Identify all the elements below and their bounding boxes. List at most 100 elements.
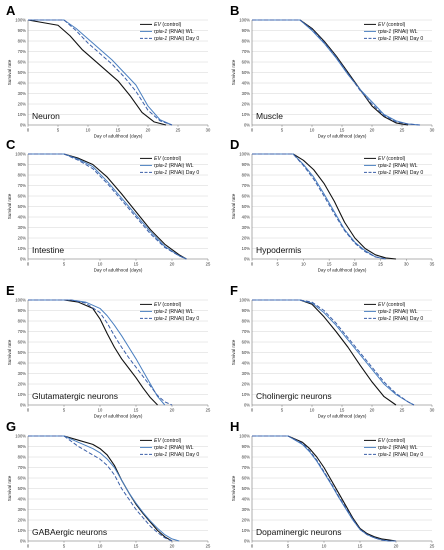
y-tick-label: 30% bbox=[18, 507, 27, 512]
y-tick-label: 30% bbox=[242, 371, 251, 376]
legend-entry-italic: rpia-1 bbox=[378, 36, 391, 42]
legend-entry-italic: rpia-1 bbox=[378, 452, 391, 458]
panel-letter: G bbox=[6, 419, 16, 434]
y-axis-title: Survival rate bbox=[7, 193, 12, 219]
series-line-day0 bbox=[28, 19, 173, 126]
y-axis-title: Survival rate bbox=[231, 475, 236, 501]
panel-f: F 0% 10% 20% 30% 40% 50% 60% 70% 80% 90% 100% 0 5 10 15… bbox=[230, 283, 435, 419]
legend-entry-rest: (RNAi) Day 0 bbox=[391, 452, 423, 458]
x-tick-label: 5 bbox=[63, 544, 66, 549]
y-tick-label: 80% bbox=[18, 172, 27, 177]
legend-entry-italic: rpia-1 bbox=[378, 316, 391, 322]
y-tick-label: 50% bbox=[18, 350, 27, 355]
panel-letter: B bbox=[230, 3, 239, 18]
y-tick-label: 90% bbox=[242, 308, 251, 313]
legend-entry-rest: (control) bbox=[385, 22, 406, 28]
y-tick-label: 80% bbox=[18, 38, 27, 43]
y-tick-label: 0% bbox=[244, 256, 250, 261]
y-tick-label: 0% bbox=[244, 402, 250, 407]
x-tick-label: 20 bbox=[370, 408, 375, 413]
x-tick-label: 25 bbox=[206, 408, 211, 413]
series-line-ev bbox=[252, 435, 397, 542]
legend-entry: rpia-1 (RNAi) WL bbox=[154, 445, 194, 451]
y-tick-label: 100% bbox=[239, 297, 250, 302]
legend-entry-rest: (control) bbox=[161, 22, 182, 28]
y-tick-label: 70% bbox=[18, 183, 27, 188]
legend-entry-italic: rpia-1 bbox=[378, 445, 391, 451]
y-tick-label: 40% bbox=[242, 496, 251, 501]
x-tick-label: 15 bbox=[116, 128, 121, 133]
y-tick-label: 50% bbox=[242, 486, 251, 491]
legend-entry: rpia-1 (RNAi) Day 0 bbox=[154, 170, 199, 176]
y-tick-label: 60% bbox=[242, 475, 251, 480]
y-tick-label: 0% bbox=[20, 256, 26, 261]
series-line-ev bbox=[252, 19, 409, 126]
y-tick-label: 10% bbox=[18, 528, 27, 533]
x-tick-label: 10 bbox=[86, 128, 91, 133]
y-tick-label: 90% bbox=[18, 444, 27, 449]
legend-entry-italic: EV bbox=[154, 302, 161, 308]
legend-entry-italic: rpia-1 bbox=[378, 309, 391, 315]
legend-entry: rpia-1 (RNAi) WL bbox=[154, 29, 194, 35]
legend-entry-italic: rpia-1 bbox=[378, 163, 391, 169]
legend-entry-italic: rpia-1 bbox=[154, 170, 167, 176]
x-tick-label: 20 bbox=[170, 408, 175, 413]
y-tick-label: 0% bbox=[20, 538, 26, 543]
legend-entry-rest: (RNAi) Day 0 bbox=[391, 170, 423, 176]
y-tick-label: 100% bbox=[15, 433, 26, 438]
y-tick-label: 40% bbox=[242, 80, 251, 85]
legend-entry-italic: EV bbox=[378, 302, 385, 308]
panel-g: G 0% 10% 20% 30% 40% 50% 60% 70% 80% 90% 100% 0 5 10 15… bbox=[6, 419, 211, 550]
legend-entry-italic: rpia-1 bbox=[154, 445, 167, 451]
y-tick-label: 10% bbox=[242, 528, 251, 533]
y-tick-label: 10% bbox=[18, 246, 27, 251]
y-tick-label: 30% bbox=[18, 91, 27, 96]
series-line-ev bbox=[252, 299, 397, 406]
legend-entry-rest: (RNAi) WL bbox=[167, 29, 193, 35]
x-tick-label: 20 bbox=[170, 544, 175, 549]
x-tick-label: 35 bbox=[430, 262, 435, 267]
legend-entry-italic: rpia-1 bbox=[154, 163, 167, 169]
legend-entry-italic: EV bbox=[378, 156, 385, 162]
legend-entry-italic: rpia-1 bbox=[378, 29, 391, 35]
series-line-day0 bbox=[28, 153, 187, 260]
series-line-wl bbox=[252, 19, 421, 126]
y-tick-label: 0% bbox=[244, 122, 250, 127]
x-tick-label: 0 bbox=[27, 544, 30, 549]
x-tick-label: 15 bbox=[134, 544, 139, 549]
tissue-label: GABAergic neurons bbox=[32, 527, 107, 537]
legend-entry-rest: (RNAi) Day 0 bbox=[167, 36, 199, 42]
legend-entry: rpia-1 (RNAi) Day 0 bbox=[154, 36, 199, 42]
x-tick-label: 5 bbox=[57, 128, 60, 133]
legend-entry-italic: rpia-1 bbox=[154, 309, 167, 315]
legend-entry-rest: (control) bbox=[161, 156, 182, 162]
y-tick-label: 100% bbox=[15, 297, 26, 302]
y-tick-label: 90% bbox=[242, 162, 251, 167]
y-tick-label: 100% bbox=[239, 151, 250, 156]
y-tick-label: 10% bbox=[242, 246, 251, 251]
legend-entry-rest: (RNAi) WL bbox=[391, 29, 417, 35]
series-line-day0 bbox=[28, 435, 173, 542]
legend-entry-italic: EV bbox=[154, 438, 161, 444]
x-tick-label: 0 bbox=[251, 544, 254, 549]
series-line-day0 bbox=[252, 153, 386, 260]
series-line-ev bbox=[28, 153, 187, 260]
y-tick-label: 10% bbox=[18, 112, 27, 117]
x-tick-label: 5 bbox=[63, 262, 66, 267]
y-tick-label: 50% bbox=[18, 70, 27, 75]
series-line-ev bbox=[28, 299, 158, 406]
x-tick-label: 25 bbox=[176, 128, 181, 133]
y-tick-label: 50% bbox=[242, 70, 251, 75]
panel-e: E 0% 10% 20% 30% 40% 50% 60% 70% 80% 90% 100% 0 5 10 15… bbox=[6, 283, 211, 419]
y-tick-label: 80% bbox=[242, 454, 251, 459]
series-line-wl bbox=[28, 19, 173, 126]
y-tick-label: 80% bbox=[18, 318, 27, 323]
legend-entry: EV (control) bbox=[154, 156, 182, 162]
legend-entry-rest: (RNAi) WL bbox=[391, 309, 417, 315]
y-tick-label: 70% bbox=[242, 329, 251, 334]
y-tick-label: 70% bbox=[18, 49, 27, 54]
y-tick-label: 20% bbox=[18, 517, 27, 522]
legend-entry: EV (control) bbox=[154, 22, 182, 28]
y-tick-label: 60% bbox=[18, 59, 27, 64]
